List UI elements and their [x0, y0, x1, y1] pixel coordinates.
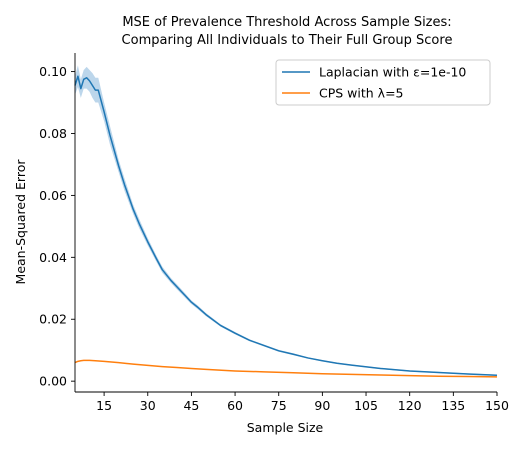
chart-title-line-2: Comparing All Individuals to Their Full …	[122, 33, 453, 48]
y-tick-label: 0.10	[39, 64, 67, 79]
x-tick-label: 30	[140, 398, 156, 413]
chart-title-line-1: MSE of Prevalence Threshold Across Sampl…	[122, 15, 451, 30]
x-axis-label: Sample Size	[247, 420, 324, 435]
legend-frame	[275, 59, 491, 106]
legend: Laplacian with ε=1e-10 CPS with λ=5	[275, 59, 491, 106]
x-tick-label: 45	[183, 398, 199, 413]
legend-label-laplacian: Laplacian with ε=1e-10	[319, 65, 466, 80]
x-tick-label: 60	[227, 398, 243, 413]
y-axis-ticks: 0.00 0.02 0.04 0.06 0.08 0.10	[39, 64, 75, 389]
x-tick-label: 135	[441, 398, 465, 413]
x-tick-label: 150	[485, 398, 509, 413]
y-tick-label: 0.04	[39, 250, 67, 265]
y-tick-label: 0.02	[39, 312, 67, 327]
x-tick-label: 105	[354, 398, 378, 413]
axes	[74, 53, 497, 393]
x-tick-label: 120	[398, 398, 422, 413]
y-tick-label: 0.08	[39, 126, 67, 141]
y-tick-label: 0.00	[39, 374, 67, 389]
x-tick-label: 90	[314, 398, 330, 413]
series-line-laplacian	[74, 75, 498, 377]
y-axis-label: Mean-Squared Error	[13, 159, 28, 285]
y-tick-label: 0.06	[39, 188, 67, 203]
x-tick-label: 15	[96, 398, 112, 413]
x-axis-ticks: 15 30 45 60 75 90 105 120 135 150	[96, 392, 509, 413]
x-tick-label: 75	[271, 398, 287, 413]
chart-title: MSE of Prevalence Threshold Across Sampl…	[122, 15, 453, 48]
series-line-cps	[74, 359, 498, 378]
legend-label-cps: CPS with λ=5	[319, 86, 404, 101]
plot-area	[74, 65, 498, 378]
